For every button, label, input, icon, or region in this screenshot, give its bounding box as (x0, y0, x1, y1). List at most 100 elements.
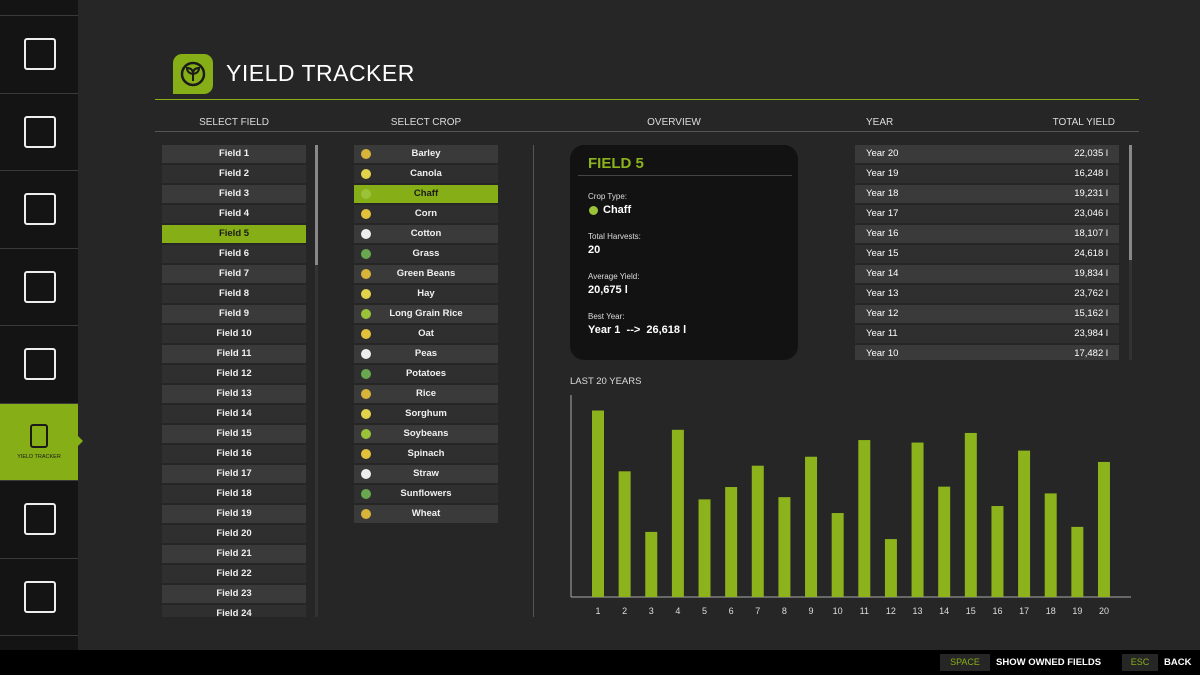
scroll-thumb[interactable] (315, 145, 318, 265)
list-item[interactable]: Field 6 (162, 245, 306, 263)
bar (964, 432, 977, 597)
list-item[interactable]: Field 16 (162, 445, 306, 463)
list-item-label: Field 23 (216, 588, 252, 599)
list-item[interactable]: Field 2 (162, 165, 306, 183)
list-item[interactable]: Field 4 (162, 205, 306, 223)
yield-table: Year 20 22,035 l Year 19 16,248 l Year 18 19,… (855, 145, 1119, 360)
list-item-label: Field 22 (216, 568, 252, 579)
list-item[interactable]: Spinach (354, 445, 498, 463)
divider (533, 145, 534, 617)
crop-icon (361, 489, 371, 499)
list-item[interactable]: Wheat (354, 505, 498, 523)
overview-label: Average Yield: (588, 272, 640, 281)
list-item-label: Field 2 (218, 168, 250, 179)
list-item-label: Field 8 (218, 288, 250, 299)
list-item[interactable]: Field 11 (162, 345, 306, 363)
yield-value: 22,035 l (1074, 148, 1108, 159)
scroll-thumb[interactable] (1129, 145, 1132, 260)
list-item[interactable]: Field 9 (162, 305, 306, 323)
sidebar-item[interactable] (0, 94, 78, 170)
key-hint[interactable]: SPACE (940, 654, 990, 671)
list-item[interactable]: Field 1 (162, 145, 306, 163)
bar (884, 539, 897, 597)
key-action[interactable]: BACK (1164, 657, 1192, 668)
sidebar-item[interactable] (0, 249, 78, 325)
x-tick-label: 18 (1046, 606, 1056, 616)
sidebar-label: YIELD TRACKER (17, 453, 61, 460)
list-item[interactable]: Field 14 (162, 405, 306, 423)
bar (1071, 526, 1084, 597)
yield-row: Year 17 23,046 l (855, 205, 1119, 223)
list-item[interactable]: Field 10 (162, 325, 306, 343)
list-item[interactable]: Canola (354, 165, 498, 183)
list-item[interactable]: Field 8 (162, 285, 306, 303)
x-tick-label: 14 (939, 606, 949, 616)
year-label: Year 17 (866, 208, 899, 219)
yield-row: Year 11 23,984 l (855, 325, 1119, 343)
list-item[interactable]: Field 23 (162, 585, 306, 603)
list-item[interactable]: Cotton (354, 225, 498, 243)
sidebar-item[interactable] (0, 326, 78, 402)
yield-row: Year 15 24,618 l (855, 245, 1119, 263)
list-item[interactable]: Field 19 (162, 505, 306, 523)
sidebar-item[interactable] (0, 559, 78, 635)
yield-value: 23,046 l (1074, 208, 1108, 219)
bar (671, 429, 684, 597)
sidebar-item[interactable] (0, 481, 78, 557)
list-item[interactable]: Long Grain Rice (354, 305, 498, 323)
sidebar-item[interactable] (0, 16, 78, 92)
list-item[interactable]: Field 7 (162, 265, 306, 283)
x-tick-label: 11 (860, 606, 869, 616)
list-item[interactable]: Field 15 (162, 425, 306, 443)
yield-row: Year 14 19,834 l (855, 265, 1119, 283)
list-item[interactable]: Field 22 (162, 565, 306, 583)
x-tick-label: 13 (913, 606, 923, 616)
sidebar-item[interactable] (0, 171, 78, 247)
yield-value: 19,231 l (1074, 188, 1108, 199)
crop-icon (361, 389, 371, 399)
crop-icon (361, 309, 371, 319)
list-item[interactable]: Barley (354, 145, 498, 163)
list-item[interactable]: Field 20 (162, 525, 306, 543)
column-header: OVERVIEW (647, 117, 701, 128)
year-label: Year 18 (866, 188, 899, 199)
list-item[interactable]: Grass (354, 245, 498, 263)
bar (991, 506, 1004, 597)
crop-icon (361, 149, 371, 159)
list-item[interactable]: Straw (354, 465, 498, 483)
list-item-label: Long Grain Rice (389, 308, 463, 319)
bar (805, 456, 818, 597)
yield-row: Year 13 23,762 l (855, 285, 1119, 303)
key-hint[interactable]: ESC (1122, 654, 1158, 671)
yield-row: Year 20 22,035 l (855, 145, 1119, 163)
bar (938, 486, 951, 597)
list-item[interactable]: Oat (354, 325, 498, 343)
list-item[interactable]: Corn (354, 205, 498, 223)
sidebar-item[interactable]: YIELD TRACKER (0, 403, 78, 480)
list-item[interactable]: Peas (354, 345, 498, 363)
key-action[interactable]: SHOW OWNED FIELDS (996, 657, 1102, 668)
list-item[interactable]: Field 13 (162, 385, 306, 403)
list-item[interactable]: Field 21 (162, 545, 306, 563)
list-item[interactable]: Potatoes (354, 365, 498, 383)
list-item[interactable]: Field 17 (162, 465, 306, 483)
list-item[interactable]: Soybeans (354, 425, 498, 443)
list-item[interactable]: Field 3 (162, 185, 306, 203)
year-label: Year 13 (866, 288, 899, 299)
bar (645, 531, 658, 597)
list-item[interactable]: Field 12 (162, 365, 306, 383)
list-item[interactable]: Hay (354, 285, 498, 303)
list-item[interactable]: Sunflowers (354, 485, 498, 503)
list-item[interactable]: Green Beans (354, 265, 498, 283)
list-item[interactable]: Field 18 (162, 485, 306, 503)
crop-icon (361, 189, 371, 199)
list-item[interactable]: Field 24 (162, 605, 306, 617)
year-label: Year 14 (866, 268, 899, 279)
list-item[interactable]: Chaff (354, 185, 498, 203)
list-item[interactable]: Sorghum (354, 405, 498, 423)
list-item-label: Field 6 (218, 248, 250, 259)
crop-icon (361, 169, 371, 179)
list-item[interactable]: Field 5 (162, 225, 306, 243)
list-item-label: Field 17 (216, 468, 252, 479)
list-item[interactable]: Rice (354, 385, 498, 403)
